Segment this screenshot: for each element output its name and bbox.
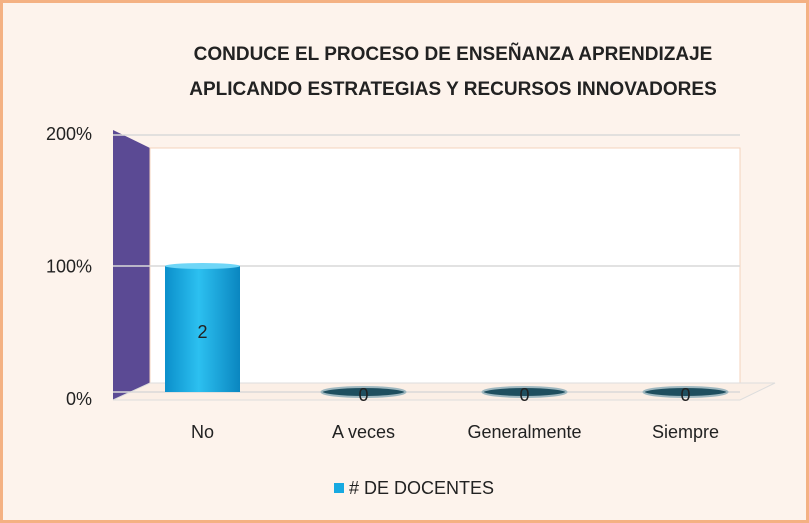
legend-swatch: [334, 483, 344, 493]
data-label: 0: [519, 385, 529, 405]
bar-top: [165, 263, 240, 269]
x-tick-label: Generalmente: [467, 422, 581, 442]
data-label: 2: [197, 322, 207, 342]
data-label: 0: [680, 385, 690, 405]
x-tick-label: No: [191, 422, 214, 442]
y-tick-label: 0%: [66, 389, 92, 409]
y-tick-label: 200%: [46, 124, 92, 144]
data-label: 0: [358, 385, 368, 405]
side-wall: [113, 130, 150, 400]
bar: [481, 386, 568, 398]
bar: [320, 386, 407, 398]
bar: [165, 266, 240, 392]
bar: [642, 386, 729, 398]
x-tick-label: A veces: [332, 422, 395, 442]
chart-title: CONDUCE EL PROCESO DE ENSEÑANZA APRENDIZ…: [194, 43, 713, 65]
legend-label: # DE DOCENTES: [349, 478, 494, 498]
chart-title: APLICANDO ESTRATEGIAS Y RECURSOS INNOVAD…: [189, 79, 717, 100]
y-tick-label: 100%: [46, 256, 92, 276]
x-tick-label: Siempre: [652, 422, 719, 442]
